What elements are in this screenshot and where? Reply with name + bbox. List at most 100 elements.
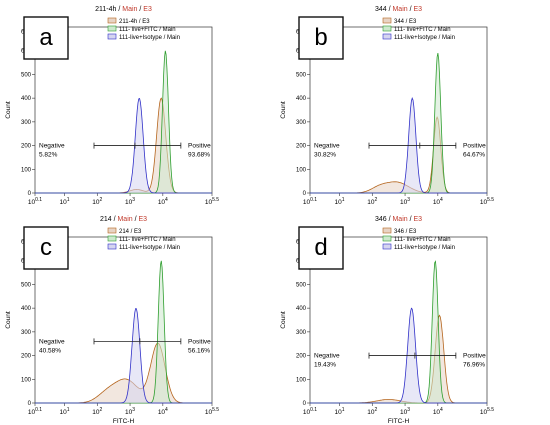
histogram-fill [310,261,487,403]
chart-title: 344 / Main / E3 [375,6,422,13]
histogram-line [310,97,487,194]
x-tick-exp: 4 [440,197,443,203]
x-tick-label: 100.1 [28,407,42,416]
x-tick-label: 103 [125,197,135,206]
y-tick-label: 100 [21,167,32,173]
legend-label: 111- live+FITC / Main [119,237,176,243]
x-tick-base: 10 [480,199,488,206]
title-part: Main [122,6,137,13]
x-tick-exp: 3 [132,197,135,203]
title-part: E3 [414,216,423,223]
x-tick-label: 105.5 [205,197,219,206]
x-tick-exp: 0.1 [310,407,317,413]
x-tick-base: 10 [334,199,342,206]
panel-letter: b [314,24,327,51]
title-part: / [387,216,393,223]
gate-negative-value: 30.82% [314,152,336,159]
histogram-line [310,53,487,194]
y-tick-label: 0 [303,401,307,407]
x-tick-label: 105.5 [480,197,494,206]
title-part: / [137,6,143,13]
histogram-fill [35,343,212,403]
x-tick-base: 10 [92,409,100,416]
legend-label: 211-4h / E3 [119,19,150,25]
legend-swatch [382,17,392,24]
y-axis-label: Count [5,101,12,119]
panel-letter: d [314,234,327,261]
legend-swatch [107,243,117,250]
title-part: Main [392,6,407,13]
gate-negative-label: Negative [314,353,340,360]
x-tick-base: 10 [367,199,375,206]
x-tick-exp: 0.1 [310,197,317,203]
gate-positive-value: 76.96% [463,362,485,369]
title-part: 344 [375,6,387,13]
x-tick-label: 101 [334,407,344,416]
x-tick-exp: 4 [440,407,443,413]
x-tick-label: 105.5 [480,407,494,416]
title-part: Main [117,216,132,223]
y-tick-label: 200 [296,354,307,360]
legend-swatch [107,33,117,40]
y-tick-label: 300 [296,330,307,336]
x-tick-label: 100.1 [303,197,317,206]
title-part: / [408,6,414,13]
x-tick-exp: 5.5 [212,197,219,203]
histogram-fill [310,53,487,193]
x-tick-label: 101 [59,197,69,206]
title-part: / [133,216,139,223]
x-tick-label: 104 [158,197,168,206]
title-part: E3 [414,6,423,13]
chart-panel-b: 344 / Main / E30100200300400500600680Cou… [280,6,494,206]
gate-positive-label: Positive [463,143,486,150]
x-tick-base: 10 [28,199,36,206]
x-tick-exp: 2 [100,407,103,413]
x-axis-label: FITC-H [113,418,135,425]
panel-letter-box [298,16,344,60]
x-tick-base: 10 [400,409,408,416]
legend-swatch [107,235,117,242]
legend-swatch [382,227,392,234]
x-tick-base: 10 [92,199,100,206]
y-tick-label: 500 [296,72,307,78]
histogram-line [310,260,487,404]
x-tick-label: 104 [433,197,443,206]
x-tick-base: 10 [433,409,441,416]
legend-label: 346 / E3 [394,229,417,235]
chart-title: 346 / Main / E3 [375,216,422,223]
chart-panel-a: 211-4h / Main / E30100200300400500600680… [5,6,219,206]
x-tick-label: 101 [59,407,69,416]
x-tick-exp: 5.5 [487,407,494,413]
legend-label: 214 / E3 [119,229,142,235]
x-tick-exp: 2 [100,197,103,203]
histogram-line [310,116,487,194]
y-tick-label: 300 [296,120,307,126]
gate-positive-value: 93.68% [188,152,210,159]
histogram-fill [35,50,212,193]
histogram-line [35,97,212,194]
gate-positive-label: Positive [188,143,211,150]
x-tick-base: 10 [303,199,311,206]
title-part: / [408,216,414,223]
histogram-fill [310,117,487,193]
x-axis-label: FITC-H [388,418,410,425]
y-tick-label: 100 [296,377,307,383]
panel-letter-box [23,226,69,270]
y-tick-label: 400 [21,306,32,312]
x-tick-label: 100.1 [28,197,42,206]
chart-title: 211-4h / Main / E3 [95,6,152,13]
x-tick-label: 105.5 [205,407,219,416]
histogram-line [35,308,212,404]
x-tick-label: 101 [334,197,344,206]
legend-label: 111-live+Isotype / Main [119,245,180,251]
gate-positive-label: Positive [463,353,486,360]
gate-positive-value: 56.16% [188,347,210,354]
x-tick-exp: 0.1 [35,197,42,203]
y-tick-label: 100 [296,167,307,173]
x-tick-exp: 1 [342,197,345,203]
x-tick-base: 10 [59,409,67,416]
x-tick-base: 10 [158,199,166,206]
x-tick-base: 10 [59,199,67,206]
legend-swatch [107,17,117,24]
y-tick-label: 200 [21,144,32,150]
